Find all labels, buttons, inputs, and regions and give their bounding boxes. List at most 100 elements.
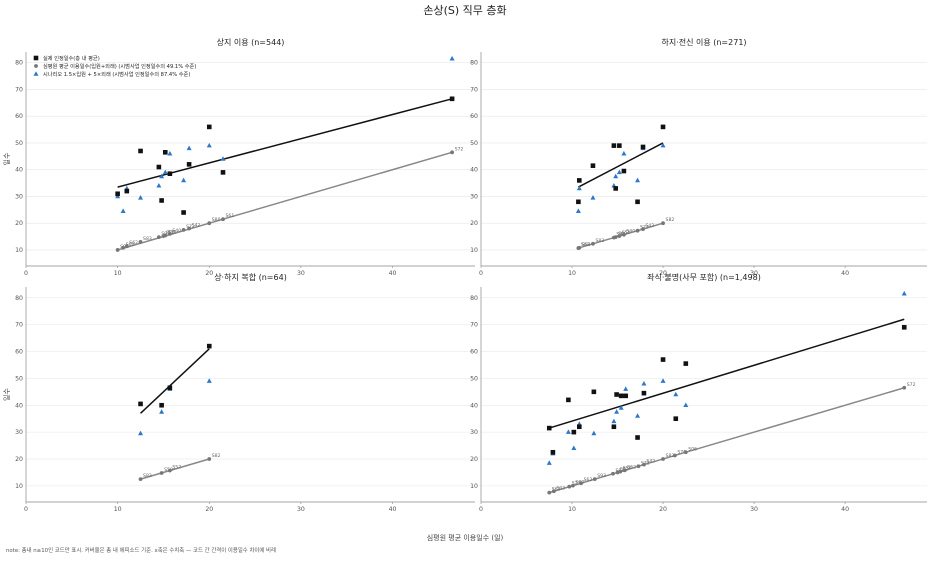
scenario-point (614, 409, 620, 414)
baseline-code-label: S42 (646, 223, 655, 229)
x-tick-label: 40 (841, 270, 849, 277)
actual-point (640, 144, 646, 150)
scenario-point (673, 391, 679, 397)
x-tick-label: 20 (205, 270, 213, 277)
legend-item-label: 시나리오 1.5×입원 + 5×외래 (시범사업 인정일수의 87.4% 수준) (43, 70, 190, 78)
y-tick-label: 50 (15, 375, 23, 382)
baseline-code-label: S82 (212, 453, 221, 459)
panel-title: 좌식·불명(사무 포함) (n=1,498) (647, 272, 761, 282)
scenario-point (660, 142, 666, 148)
baseline-point (138, 477, 143, 482)
baseline-point (641, 227, 645, 231)
y-axis-label: 일수 (2, 388, 11, 401)
actual-point (611, 143, 617, 148)
panel-3: 10 20 30 40 50 60 70 80 0 10 20 30 40 상·하지 복합 (n=64) 일… (2, 272, 475, 513)
y-tick-label: 50 (470, 375, 478, 382)
baseline-code-label: S52 (168, 230, 177, 236)
baseline-point (115, 248, 120, 252)
baseline-point (163, 233, 168, 238)
x-tick-label: 30 (297, 506, 305, 513)
baseline-point (622, 232, 626, 237)
actual-point (546, 425, 552, 431)
baseline-code-label: S50 (622, 230, 631, 236)
baseline-point (567, 484, 572, 489)
baseline-point (138, 240, 143, 244)
actual-fit-line (140, 348, 210, 414)
scenario-point (546, 460, 552, 465)
baseline-point (622, 468, 627, 473)
y-tick-label: 70 (470, 322, 478, 329)
actual-fit-line (578, 142, 664, 188)
y-tick-label: 80 (470, 295, 478, 302)
y-tick-label: 40 (15, 167, 23, 174)
actual-point (576, 199, 581, 205)
baseline-point (181, 227, 186, 232)
baseline-code-label: S23 (572, 481, 581, 487)
actual-point (673, 416, 679, 421)
baseline-code-label: S83 (143, 473, 152, 479)
baseline-point (672, 453, 677, 458)
scenario-point (635, 413, 641, 418)
y-tick-label: 40 (470, 402, 478, 409)
baseline-fit-line (117, 151, 453, 251)
x-tick-label: 20 (659, 506, 667, 513)
actual-point (591, 389, 597, 395)
baseline-code-label: S33 (556, 485, 565, 491)
baseline-point (450, 150, 454, 155)
baseline-code-label: S40 (626, 229, 635, 235)
baseline-code-label: S61 (226, 213, 235, 219)
baseline-point (124, 244, 129, 249)
x-tick-label: 20 (205, 506, 213, 513)
y-tick-label: 30 (15, 193, 23, 200)
scenario-point (618, 405, 624, 410)
y-axis-label: 일수 (2, 152, 11, 165)
actual-point (206, 124, 212, 130)
x-axis-label: 심평원 평균 이용일수 (일) (427, 533, 504, 542)
baseline-point (159, 471, 164, 475)
actual-fit-line (117, 98, 453, 188)
scenario-point (156, 182, 162, 188)
scenario-point (590, 194, 596, 200)
baseline-code-label: S63 (552, 487, 561, 493)
y-tick-label: 20 (470, 220, 478, 227)
legend-triangle-marker (33, 71, 39, 76)
y-tick-label: 40 (15, 402, 23, 409)
baseline-point (121, 245, 126, 250)
scenario-point (565, 429, 571, 434)
actual-point (611, 424, 617, 430)
y-tick-label: 20 (15, 220, 23, 227)
actual-point (613, 186, 619, 191)
scenario-point (591, 430, 597, 436)
baseline-point (187, 226, 192, 231)
baseline-point (167, 232, 172, 236)
actual-point (156, 164, 162, 170)
scenario-point (901, 290, 907, 296)
baseline-fit-line (140, 458, 210, 480)
panel-title: 상·하지 복합 (n=64) (214, 272, 287, 282)
figure-title: 손상(S) 직무 층화 (423, 4, 506, 17)
baseline-code-label: S72 (641, 460, 650, 466)
actual-point (635, 199, 640, 205)
baseline-fit-line (549, 387, 905, 494)
x-tick-label: 30 (750, 506, 758, 513)
x-tick-label: 0 (24, 506, 28, 513)
y-tick-label: 50 (470, 140, 478, 147)
baseline-code-label: S72 (640, 225, 649, 231)
scenario-point (449, 55, 455, 61)
actual-point (660, 124, 666, 130)
actual-point (138, 148, 143, 154)
actual-point (635, 435, 640, 440)
baseline-point (642, 462, 646, 467)
baseline-code-label: S82 (666, 217, 675, 223)
actual-point (566, 397, 571, 403)
baseline-point (207, 221, 212, 226)
scenario-point (167, 150, 173, 156)
actual-point (641, 390, 647, 396)
x-tick-label: 10 (568, 270, 576, 277)
baseline-point (577, 245, 582, 250)
scenario-point (206, 378, 212, 383)
panel-2: 10 20 30 40 50 60 70 80 0 10 20 30 40 하지·전신 이용 (n=271… (470, 37, 927, 277)
baseline-code-label: S06 (688, 446, 697, 452)
baseline-code-label: S70 (677, 450, 686, 456)
y-tick-label: 80 (470, 60, 478, 67)
